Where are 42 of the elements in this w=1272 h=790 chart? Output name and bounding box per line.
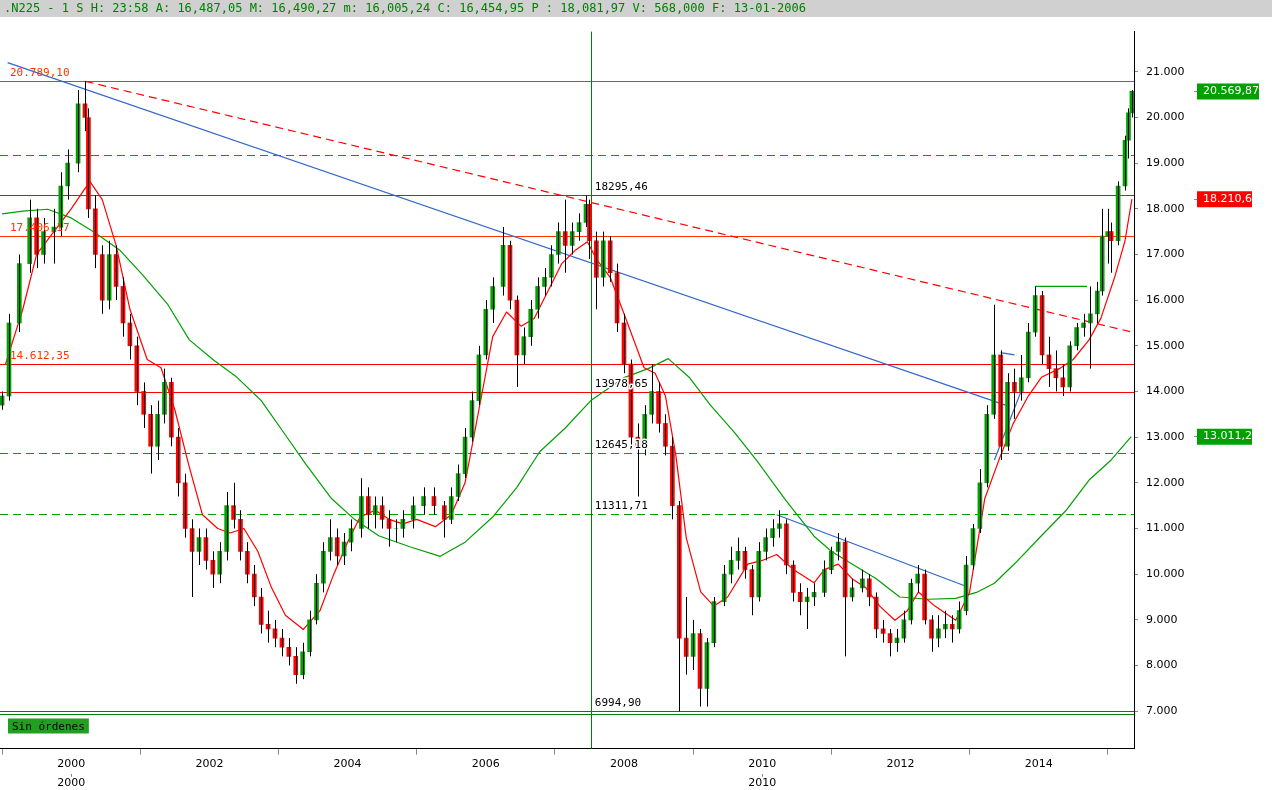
y-tick-label: 8.000 xyxy=(1146,658,1178,672)
y2-tick-label: 13.011,2 xyxy=(1203,429,1252,443)
ref-line-label: 18295,46 xyxy=(594,180,648,194)
y-tick-label: 7.000 xyxy=(1146,704,1178,718)
annotation: 14.612,35 xyxy=(10,348,70,362)
y-tick-label: 19.000 xyxy=(1146,155,1185,169)
candlestick xyxy=(569,222,575,255)
x-tick-label: 2000 xyxy=(57,757,86,771)
x-tick-label: 2002 xyxy=(195,757,224,771)
y-tick-label: 18.000 xyxy=(1146,201,1185,215)
y-tick-label: 9.000 xyxy=(1146,612,1178,626)
y-tick-label: 21.000 xyxy=(1146,64,1185,78)
y-tick-label: 10.000 xyxy=(1146,567,1185,580)
candlestick xyxy=(763,527,769,561)
y-tick-label: 11.000 xyxy=(1146,521,1185,535)
x2-tick-label: 2010 xyxy=(748,776,777,790)
y2-tick-label: 18.210,6 xyxy=(1203,192,1252,206)
x-tick-label: 2012 xyxy=(886,757,915,771)
x-tick-label: 2010 xyxy=(748,757,777,771)
x2-tick-label: 2000 xyxy=(57,776,86,790)
y-tick-label: 16.000 xyxy=(1146,292,1185,306)
candlestick xyxy=(327,518,333,561)
y-tick-label: 20.000 xyxy=(1146,110,1185,124)
annotation: Sin órdenes xyxy=(12,719,85,733)
y-tick-label: 13.000 xyxy=(1146,430,1185,443)
candlestick xyxy=(231,482,236,529)
x-tick-label: 2006 xyxy=(471,757,500,771)
y2-tick-label: 20.569,87 xyxy=(1203,84,1259,98)
y-tick-label: 17.000 xyxy=(1146,247,1185,261)
x-tick-label: 2014 xyxy=(1024,757,1053,771)
ref-line-label: 6994,90 xyxy=(594,696,642,710)
ref-line-label: 11311,71 xyxy=(594,499,648,513)
y-tick-label: 12.000 xyxy=(1146,475,1185,489)
candlestick xyxy=(562,199,568,274)
x-tick-label: 2004 xyxy=(333,757,362,771)
y-tick-label: 14.000 xyxy=(1146,384,1185,398)
chart-title: .N225 - 1 S H: 23:58 A: 16,487,05 M: 16,490,27 m: 16,005,24 C: 16,454,95 P : 18,081,97 V: 568,000 F: 13-01-2006 xyxy=(0,0,1272,17)
candlestick xyxy=(1019,354,1024,402)
y-tick-label: 15.000 xyxy=(1146,338,1185,352)
candlestick xyxy=(393,518,399,543)
candlestick xyxy=(442,500,447,539)
x-tick-label: 2008 xyxy=(610,757,639,771)
